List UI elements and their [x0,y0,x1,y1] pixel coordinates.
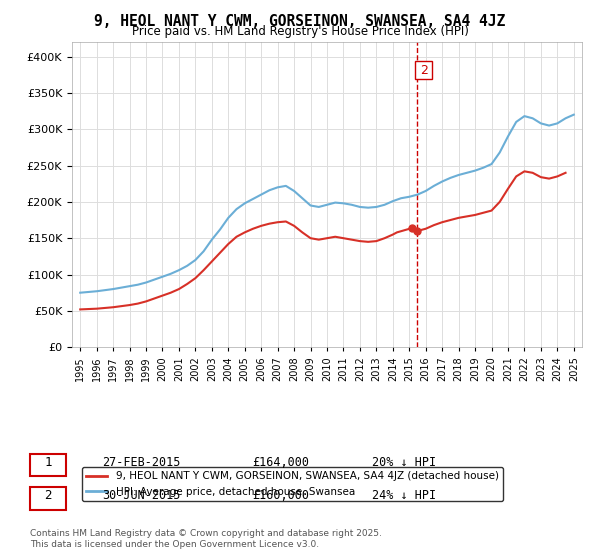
Text: 9, HEOL NANT Y CWM, GORSEINON, SWANSEA, SA4 4JZ: 9, HEOL NANT Y CWM, GORSEINON, SWANSEA, … [94,14,506,29]
Text: £160,000: £160,000 [252,489,309,502]
Text: Price paid vs. HM Land Registry's House Price Index (HPI): Price paid vs. HM Land Registry's House … [131,25,469,38]
Text: 24% ↓ HPI: 24% ↓ HPI [372,489,436,502]
Text: 2: 2 [44,489,52,502]
Text: 30-JUN-2015: 30-JUN-2015 [102,489,181,502]
Text: 2: 2 [418,64,430,77]
Text: £164,000: £164,000 [252,455,309,469]
Text: 27-FEB-2015: 27-FEB-2015 [102,455,181,469]
Text: Contains HM Land Registry data © Crown copyright and database right 2025.
This d: Contains HM Land Registry data © Crown c… [30,529,382,549]
Text: 20% ↓ HPI: 20% ↓ HPI [372,455,436,469]
Text: 1: 1 [44,455,52,469]
Legend: 9, HEOL NANT Y CWM, GORSEINON, SWANSEA, SA4 4JZ (detached house), HPI: Average p: 9, HEOL NANT Y CWM, GORSEINON, SWANSEA, … [82,467,503,501]
